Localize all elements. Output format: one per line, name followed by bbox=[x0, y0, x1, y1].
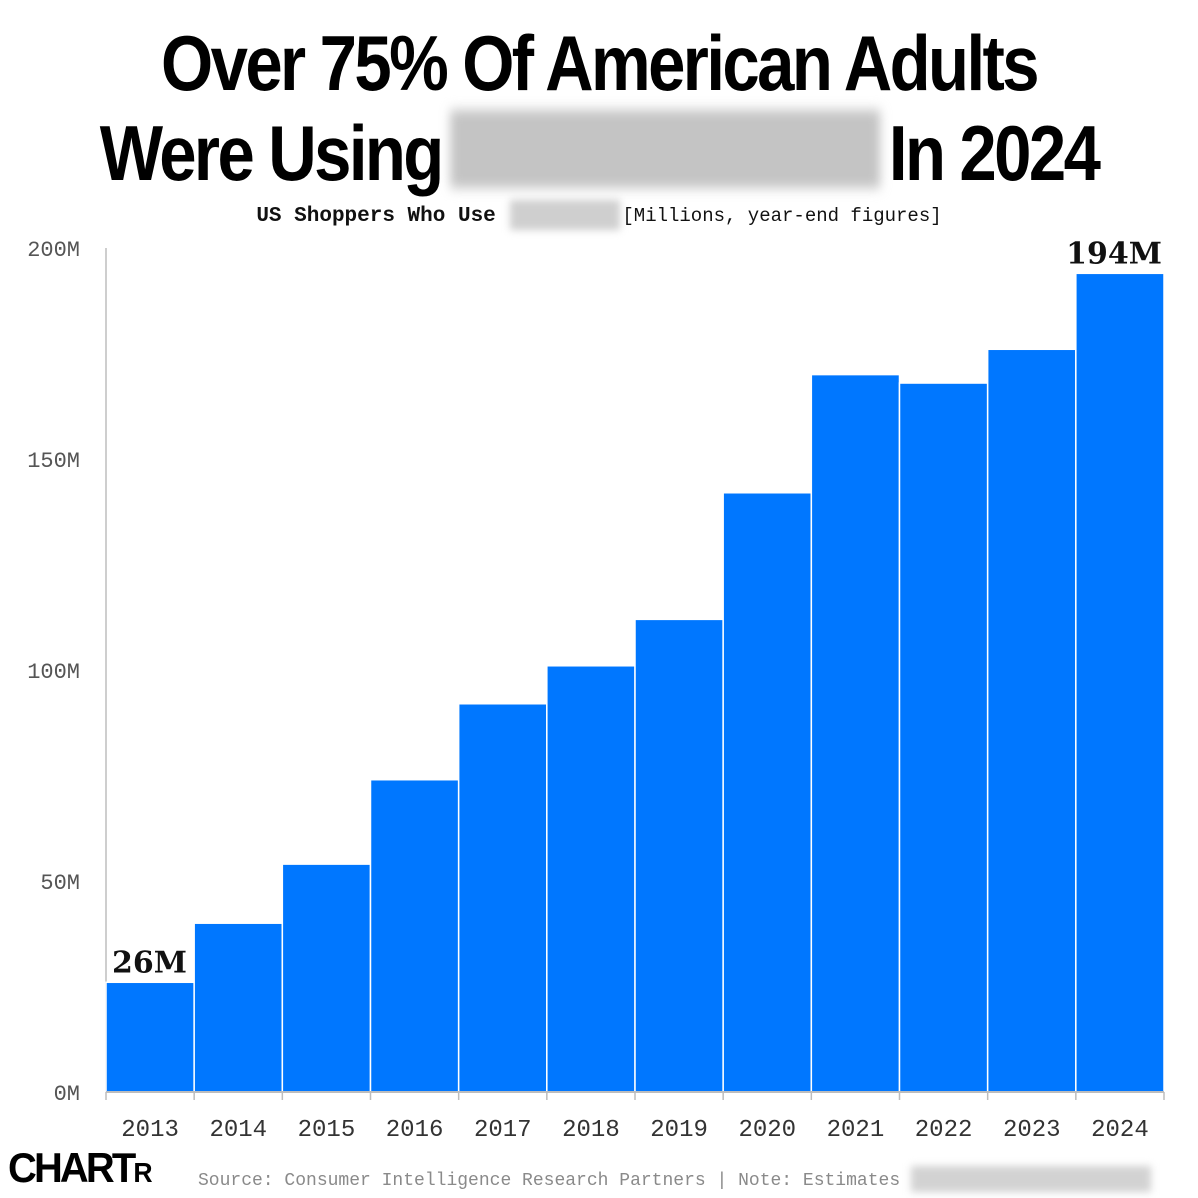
bar bbox=[369, 778, 460, 1093]
data-label: 26M bbox=[112, 945, 187, 980]
title-line-2: Were Using In 2024 bbox=[84, 108, 1114, 198]
x-tick-label: 2017 bbox=[474, 1117, 532, 1144]
x-tick-label: 2013 bbox=[121, 1117, 179, 1144]
bar bbox=[722, 492, 813, 1093]
subtitle-bold: US Shoppers Who Use bbox=[256, 205, 496, 228]
y-tick-label: 150M bbox=[27, 449, 80, 474]
y-tick-label: 0M bbox=[54, 1082, 80, 1107]
bar bbox=[1075, 272, 1165, 1093]
x-tick-label: 2015 bbox=[298, 1117, 356, 1144]
bar bbox=[457, 703, 548, 1093]
bar bbox=[810, 373, 901, 1093]
x-tick-label: 2024 bbox=[1091, 1117, 1149, 1144]
subtitle-units: [Millions, year-end figures] bbox=[622, 205, 942, 227]
y-tick-label: 50M bbox=[40, 871, 80, 896]
x-tick-label: 2014 bbox=[209, 1117, 267, 1144]
bar bbox=[986, 348, 1077, 1093]
x-tick-label: 2023 bbox=[1003, 1117, 1061, 1144]
bar bbox=[105, 981, 195, 1093]
source-text: Source: Consumer Intelligence Research P… bbox=[198, 1171, 901, 1191]
chart-title: Over 75% Of American Adults Were Using In… bbox=[84, 18, 1114, 198]
chartr-logo: CHARTR bbox=[8, 1144, 153, 1192]
logo-text-small: R bbox=[133, 1157, 152, 1188]
x-tick-label: 2016 bbox=[386, 1117, 444, 1144]
bar bbox=[898, 382, 989, 1093]
x-tick-label: 2019 bbox=[650, 1117, 708, 1144]
title-line-2-start: Were Using bbox=[99, 109, 445, 197]
y-tick-label: 100M bbox=[27, 660, 80, 685]
redacted-block bbox=[450, 110, 881, 188]
source-note: Source: Consumer Intelligence Research P… bbox=[198, 1166, 1151, 1192]
bar bbox=[546, 665, 636, 1093]
chart-subtitle: US Shoppers Who Use [Millions, year-end … bbox=[0, 200, 1198, 230]
title-line-1: Over 75% Of American Adults bbox=[161, 19, 1040, 107]
y-tick-label: 200M bbox=[27, 238, 80, 263]
logo-text: CHART bbox=[8, 1144, 136, 1191]
bar bbox=[193, 922, 284, 1093]
title-line-2-end: In 2024 bbox=[888, 109, 1101, 197]
x-tick-label: 2018 bbox=[562, 1117, 620, 1144]
x-tick-label: 2020 bbox=[738, 1117, 796, 1144]
bar bbox=[281, 863, 372, 1093]
subtitle-redacted-block bbox=[510, 200, 621, 230]
source-redacted-block bbox=[910, 1166, 1151, 1192]
x-tick-label: 2021 bbox=[827, 1117, 885, 1144]
x-tick-label: 2022 bbox=[915, 1117, 973, 1144]
data-label: 194M bbox=[1066, 236, 1162, 271]
bar bbox=[634, 618, 724, 1093]
